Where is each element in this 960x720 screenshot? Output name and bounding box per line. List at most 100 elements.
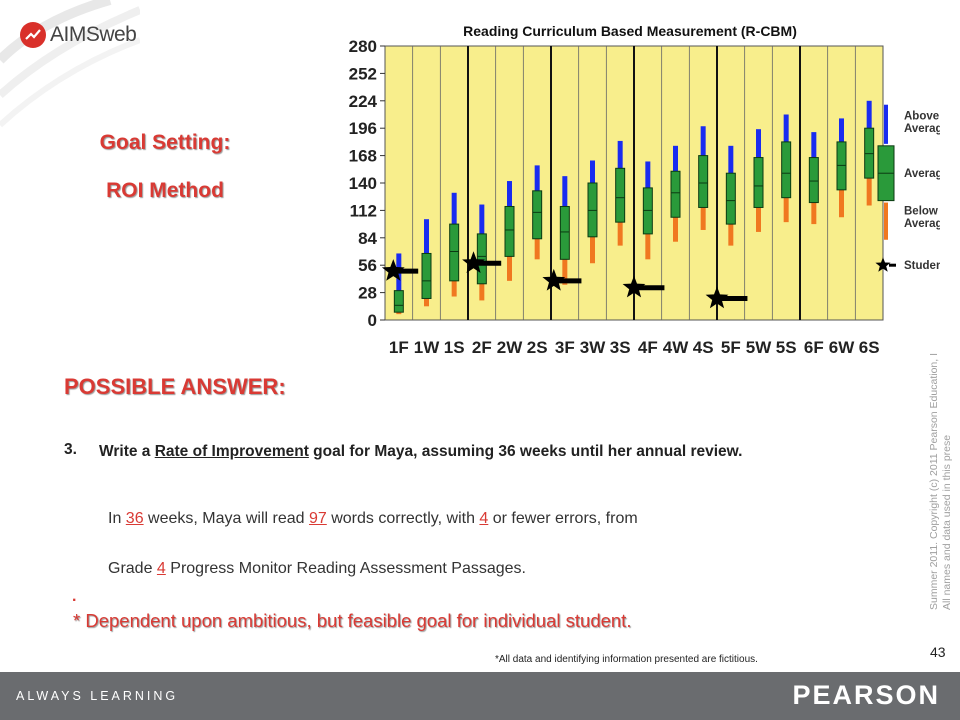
answer-text: Progress Monitor Reading Assessment Pass… xyxy=(165,560,526,577)
below-average-whisker xyxy=(756,207,761,232)
rcbm-box-chart: 0 28 56 84 112 140 168 196 224 252 280 1F 1W 1S 2F 2W 2S… xyxy=(349,37,940,357)
answer-text: Grade xyxy=(108,560,157,577)
below-average-whisker xyxy=(839,189,844,218)
x-tick-label: 4W xyxy=(663,338,689,357)
y-tick-label: 140 xyxy=(349,174,377,193)
x-tick-label: 5F xyxy=(721,338,741,357)
above-average-whisker xyxy=(507,181,512,207)
dependent-note: * Dependent upon ambitious, but feasible… xyxy=(73,610,632,631)
below-average-whisker xyxy=(424,298,429,307)
average-box xyxy=(449,223,460,282)
x-tick-label: 5S xyxy=(776,338,797,357)
y-tick-label: 196 xyxy=(349,119,377,138)
answer-weeks: 36 xyxy=(125,510,144,527)
y-tick-label: 224 xyxy=(349,92,378,111)
possible-answer-heading: POSSIBLE ANSWER: xyxy=(64,374,286,399)
copyright-vertical: Summer 2011. Copyright (c) 2011 Pearson … xyxy=(928,353,954,610)
x-tick-label: 1F xyxy=(389,338,409,357)
student-star-icon xyxy=(542,268,566,291)
x-tick-label: 4F xyxy=(638,338,658,357)
aimsweb-logo: AIMSweb xyxy=(20,22,137,48)
x-tick-label: 4S xyxy=(693,338,714,357)
x-tick-label: 6F xyxy=(804,338,824,357)
average-box xyxy=(808,157,819,204)
average-box xyxy=(698,155,709,208)
average-box xyxy=(781,141,792,199)
x-tick-label: 3W xyxy=(580,338,606,357)
question-text-end: goal for Maya, assuming 36 weeks until h… xyxy=(308,443,743,460)
decorative-swirl xyxy=(0,0,140,128)
question-underlined-term: Rate of Improvement xyxy=(154,443,309,460)
y-tick-label: 84 xyxy=(358,229,377,248)
answer-grade: 4 xyxy=(156,560,166,577)
below-average-whisker xyxy=(617,222,623,246)
answer-errors: 4 xyxy=(479,510,489,527)
y-tick-label: 0 xyxy=(368,311,377,330)
y-tick-label: 168 xyxy=(349,147,377,166)
below-average-whisker xyxy=(700,207,706,230)
x-tick-label: 6W xyxy=(829,338,855,357)
average-box xyxy=(504,205,515,257)
above-average-whisker xyxy=(728,145,734,174)
always-learning-text: ALWAYS LEARNING xyxy=(16,689,179,703)
answer-text: or fewer errors, from xyxy=(488,510,638,527)
above-average-whisker xyxy=(783,114,789,142)
x-tick-label: 6S xyxy=(859,338,880,357)
y-tick-label: 56 xyxy=(358,256,377,275)
y-tick-label: 28 xyxy=(358,284,377,303)
answer-text: weeks, Maya will read xyxy=(143,510,309,527)
below-average-whisker xyxy=(811,202,817,225)
question-text-start: Write a xyxy=(99,443,155,460)
above-average-whisker xyxy=(617,140,623,169)
above-average-whisker xyxy=(424,219,429,254)
average-box xyxy=(559,205,570,260)
legend-label: Above xyxy=(904,110,939,122)
average-box xyxy=(753,157,764,208)
legend-above-marker xyxy=(884,104,888,144)
below-average-whisker xyxy=(673,217,678,242)
answer-line-2: Grade 4 Progress Monitor Reading Assessm… xyxy=(108,560,526,578)
logo-text: AIMSweb xyxy=(50,23,137,46)
above-average-whisker xyxy=(811,132,817,158)
goal-setting-title: Goal Setting: xyxy=(99,131,231,154)
below-average-whisker xyxy=(534,238,540,260)
student-star-icon xyxy=(381,259,405,281)
above-average-whisker xyxy=(479,204,485,234)
copyright-line-1: Summer 2011. Copyright (c) 2011 Pearson … xyxy=(928,353,940,610)
legend-student-star-icon xyxy=(875,257,891,272)
above-average-whisker xyxy=(756,129,761,158)
roi-method-subtitle: ROI Method xyxy=(106,179,224,202)
below-average-whisker xyxy=(590,236,595,264)
chart-title: Reading Curriculum Based Measurement (R-… xyxy=(463,23,797,39)
below-average-whisker xyxy=(783,197,789,223)
average-box xyxy=(476,233,487,285)
answer-words: 97 xyxy=(308,510,327,527)
below-average-whisker xyxy=(728,224,734,246)
fictitious-note: *All data and identifying information pr… xyxy=(495,654,758,665)
above-average-whisker xyxy=(562,176,568,207)
bullet-dot: . xyxy=(72,588,77,605)
average-box xyxy=(532,190,543,240)
below-average-whisker xyxy=(479,283,485,301)
below-average-whisker xyxy=(396,312,402,315)
y-tick-label: 252 xyxy=(349,64,377,83)
above-average-whisker xyxy=(645,161,651,188)
legend-label: Average xyxy=(904,218,940,230)
page-number: 43 xyxy=(930,644,946,660)
legend-label: Average xyxy=(904,168,940,180)
answer-text: words correctly, with xyxy=(326,510,480,527)
legend-label: Student xyxy=(904,260,940,272)
legend-below-marker xyxy=(884,202,888,240)
x-tick-label: 1S xyxy=(444,338,465,357)
footer-bar: ALWAYS LEARNING PEARSON xyxy=(0,672,960,720)
legend-label: Below xyxy=(904,205,938,217)
x-tick-label: 3S xyxy=(610,338,631,357)
average-box xyxy=(615,167,626,223)
average-box xyxy=(725,172,736,225)
student-star-icon xyxy=(462,251,485,273)
x-tick-label: 2F xyxy=(472,338,492,357)
y-tick-label: 112 xyxy=(350,201,377,220)
x-tick-label: 5W xyxy=(746,338,772,357)
below-average-whisker xyxy=(866,178,872,206)
y-tick-label: 280 xyxy=(349,37,377,56)
